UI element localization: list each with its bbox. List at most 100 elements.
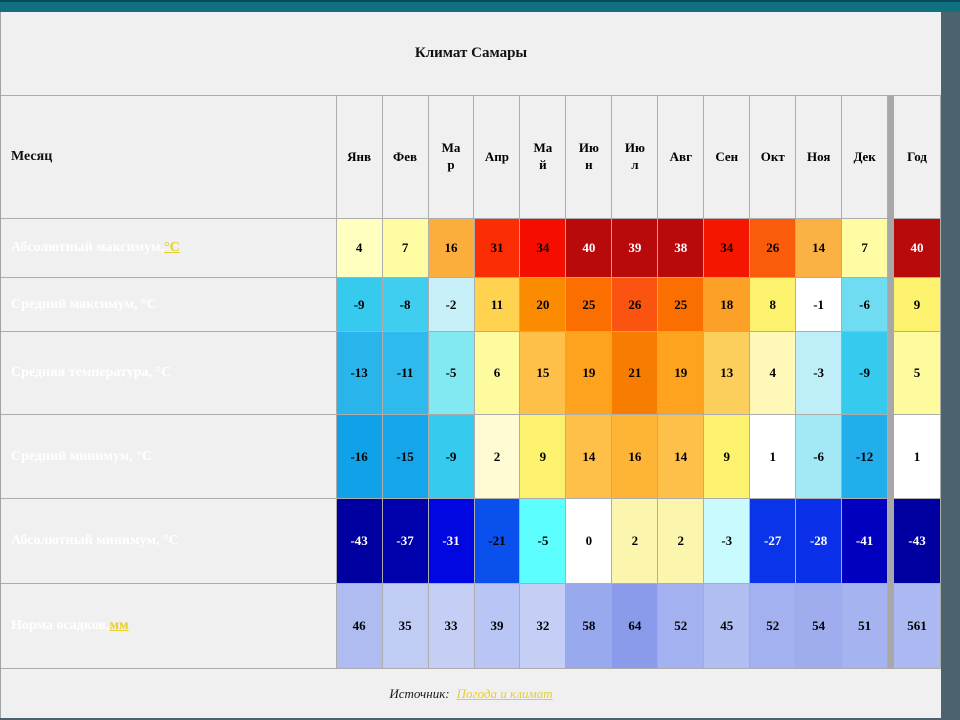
cell: 35 [382, 584, 429, 669]
table-row: Абсолютный минимум, °C -43 -37 -31 -21 -… [1, 499, 942, 584]
cell: 19 [566, 332, 613, 415]
col-header-mar: Мар [428, 96, 475, 219]
cell: 38 [658, 219, 705, 278]
col-header-nov: Ноя [796, 96, 843, 219]
cell: -12 [842, 415, 889, 499]
cell: -41 [842, 499, 889, 584]
row-label: Норма осадков, мм [1, 584, 337, 669]
cell: -6 [796, 415, 843, 499]
cell: 14 [658, 415, 705, 499]
cell: -28 [796, 499, 843, 584]
cell: 40 [566, 219, 613, 278]
column-divider [888, 584, 895, 669]
cell: 9 [520, 415, 567, 499]
unit-link-mm[interactable]: мм [109, 618, 129, 633]
cell: 51 [842, 584, 889, 669]
cell: -13 [336, 332, 383, 415]
cell: 16 [428, 219, 475, 278]
cell: -1 [796, 278, 843, 332]
table-row: Норма осадков, мм 46 35 33 39 32 58 64 5… [1, 584, 942, 669]
cell: 40 [894, 219, 942, 278]
col-header-oct: Окт [750, 96, 797, 219]
cell: 14 [796, 219, 843, 278]
cell: -6 [842, 278, 889, 332]
cell: -27 [750, 499, 797, 584]
cell: 561 [894, 584, 942, 669]
cell: 45 [704, 584, 751, 669]
row-label: Средний минимум, °C [1, 415, 337, 499]
cell: 5 [894, 332, 942, 415]
cell: -5 [428, 332, 475, 415]
cell: 39 [474, 584, 521, 669]
cell: 33 [428, 584, 475, 669]
cell: -8 [382, 278, 429, 332]
column-divider [888, 278, 895, 332]
cell: 16 [612, 415, 659, 499]
cell: -9 [336, 278, 383, 332]
cell: 39 [612, 219, 659, 278]
col-header-jul: Июл [612, 96, 659, 219]
col-header-may: Май [520, 96, 567, 219]
cell: 1 [750, 415, 797, 499]
cell: 15 [520, 332, 567, 415]
cell: -5 [520, 499, 567, 584]
cell: 9 [704, 415, 751, 499]
cell: 34 [520, 219, 567, 278]
cell: 1 [894, 415, 942, 499]
top-accent-bar [0, 0, 960, 12]
cell: 54 [796, 584, 843, 669]
cell: 2 [612, 499, 659, 584]
cell: -3 [704, 499, 751, 584]
table-header-row: Месяц Янв Фев Мар Апр Май Июн Июл Авг Се… [1, 96, 942, 219]
col-header-jan: Янв [336, 96, 383, 219]
cell: -31 [428, 499, 475, 584]
table-title: Климат Самары [1, 12, 941, 96]
col-header-sep: Сен [704, 96, 751, 219]
source-link[interactable]: Погода и климат [456, 685, 553, 701]
cell: 20 [520, 278, 567, 332]
column-divider [888, 332, 895, 415]
cell: 18 [704, 278, 751, 332]
cell: 52 [750, 584, 797, 669]
row-label: Абсолютный минимум, °C [1, 499, 337, 584]
cell: -3 [796, 332, 843, 415]
cell: 7 [842, 219, 889, 278]
cell: 13 [704, 332, 751, 415]
col-header-feb: Фев [382, 96, 429, 219]
cell: 9 [894, 278, 942, 332]
cell: 31 [474, 219, 521, 278]
cell: 46 [336, 584, 383, 669]
cell: 52 [658, 584, 705, 669]
column-divider [888, 415, 895, 499]
cell: 4 [336, 219, 383, 278]
row-label: Средний максимум, °C [1, 278, 337, 332]
cell: 2 [658, 499, 705, 584]
table-row: Средний минимум, °C -16 -15 -9 2 9 14 16… [1, 415, 942, 499]
cell: -21 [474, 499, 521, 584]
column-divider [888, 499, 895, 584]
cell: -15 [382, 415, 429, 499]
row-label: Абсолютный максимум, °C [1, 219, 337, 278]
cell: 0 [566, 499, 613, 584]
cell: 26 [750, 219, 797, 278]
cell: 25 [658, 278, 705, 332]
cell: -43 [894, 499, 942, 584]
cell: 11 [474, 278, 521, 332]
cell: -2 [428, 278, 475, 332]
source-row: Источник: Погода и климат [1, 669, 941, 718]
table-row: Средняя температура, °C -13 -11 -5 6 15 … [1, 332, 942, 415]
cell: 14 [566, 415, 613, 499]
column-divider [888, 96, 895, 219]
cell: 2 [474, 415, 521, 499]
unit-link-celsius[interactable]: °C [164, 240, 180, 255]
cell: 32 [520, 584, 567, 669]
cell: 21 [612, 332, 659, 415]
col-header-jun: Июн [566, 96, 613, 219]
cell: 6 [474, 332, 521, 415]
table-row: Средний максимум, °C -9 -8 -2 11 20 25 2… [1, 278, 942, 332]
cell: -9 [428, 415, 475, 499]
month-column-header: Месяц [1, 96, 337, 219]
cell: 19 [658, 332, 705, 415]
column-divider [888, 219, 895, 278]
cell: 26 [612, 278, 659, 332]
